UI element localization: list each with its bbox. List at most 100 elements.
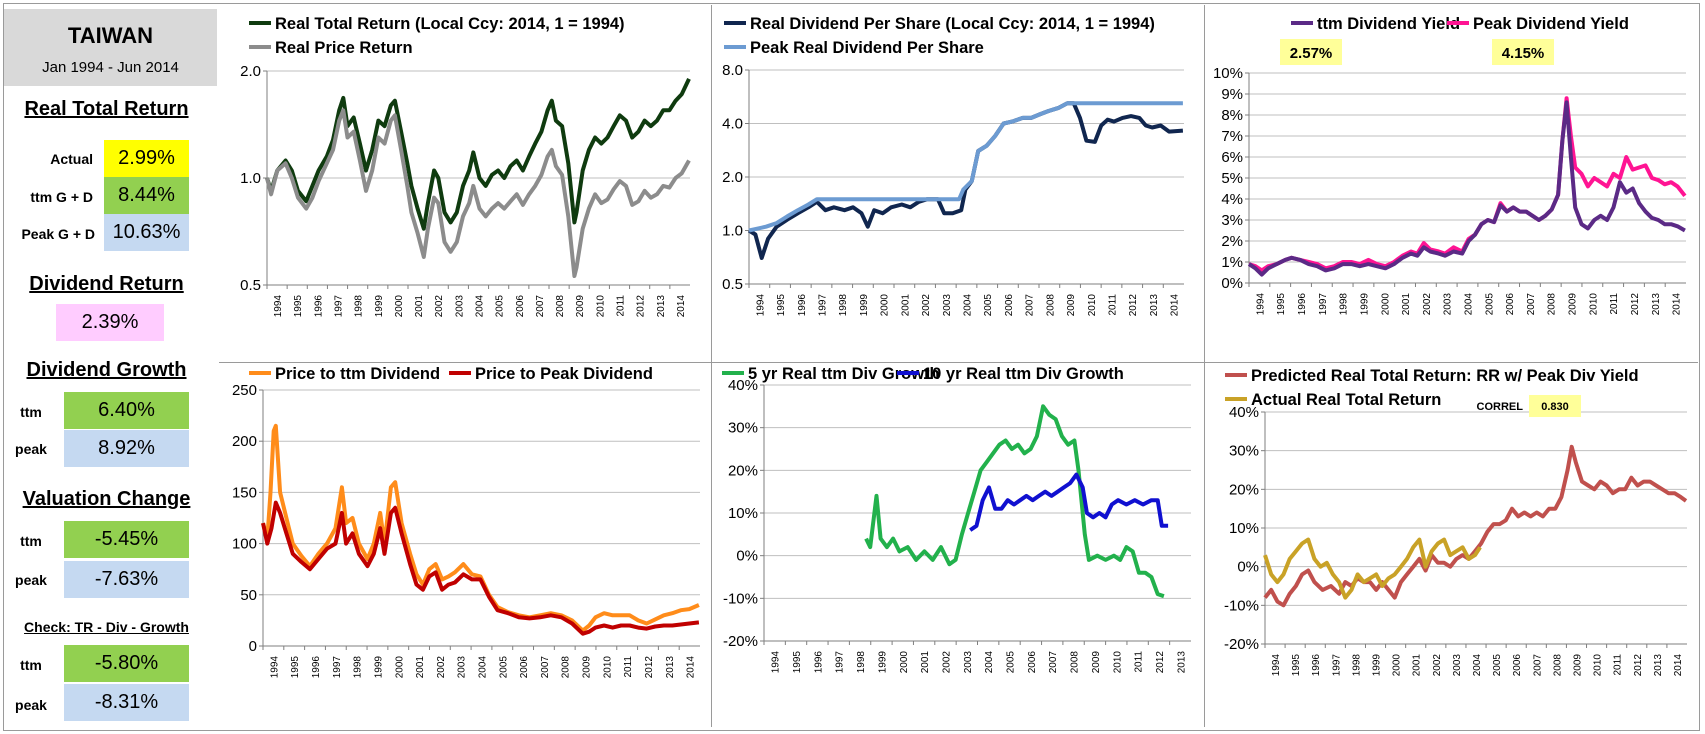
x-tick-label: 2007 (1532, 654, 1543, 677)
x-tick-label: 2002 (434, 295, 445, 318)
x-tick-label: 2001 (1401, 293, 1412, 316)
x-tick-label: 1994 (1255, 293, 1266, 316)
x-tick-label: 1997 (818, 294, 829, 317)
x-tick-label: 1999 (877, 651, 888, 674)
x-tick-label: 2009 (1091, 651, 1102, 674)
x-tick-label: 1999 (1372, 654, 1383, 677)
valuation-ttm-label: ttm (20, 533, 42, 549)
correl-value: 0.830 (1541, 401, 1569, 413)
y-tick-label: 20% (1229, 481, 1259, 498)
x-tick-label: 2004 (1472, 654, 1483, 677)
x-tick-label: 2005 (1006, 651, 1017, 674)
x-tick-label: 2005 (983, 294, 994, 317)
y-tick-label: -10% (723, 590, 758, 607)
x-tick-label: 1999 (1359, 293, 1370, 316)
div-growth-ttm-value: 6.40% (64, 392, 189, 429)
y-tick-label: 7% (1221, 128, 1243, 145)
callout-box (1492, 39, 1554, 65)
correl-box (1529, 395, 1581, 417)
x-tick-label: 1997 (1331, 654, 1342, 677)
x-tick-label: 2013 (1176, 651, 1187, 674)
x-tick-label: 1997 (835, 651, 846, 674)
y-tick-label: 8.0 (722, 62, 743, 79)
x-tick-label: 2007 (1048, 651, 1059, 674)
x-tick-label: 1997 (1318, 293, 1329, 316)
valuation-ttm-value: -5.45% (64, 521, 189, 558)
x-tick-label: 2003 (963, 651, 974, 674)
div-growth-peak-value: 8.92% (64, 430, 189, 467)
price-to-dividend-panel: 250 200 150 100 50 0 1994 1995 1996 1997 1998 1999 2… (219, 363, 712, 727)
x-tick-label: 2010 (602, 656, 613, 679)
y-tick-label: 20% (728, 462, 758, 479)
x-tick-label: 2009 (1572, 654, 1583, 677)
x-tick-label: 2009 (1568, 293, 1579, 316)
y-tick-label: -10% (1224, 597, 1259, 614)
peak-gd-value: 10.63% (104, 214, 189, 251)
x-tick-label: 2010 (1588, 293, 1599, 316)
predicted-return-chart: 40% 30% 20% 10% 0% -10% -20% 1994 1995 1996 1997 19… (1224, 367, 1688, 677)
series-line (747, 101, 1184, 260)
x-tick-label: 2001 (900, 294, 911, 317)
x-tick-label: 1996 (1297, 293, 1308, 316)
y-tick-label: 40% (1229, 404, 1259, 421)
x-tick-label: 2000 (394, 295, 405, 318)
chart-frame (3, 3, 1700, 731)
x-tick-label: 2008 (1552, 654, 1563, 677)
x-tick-label: 2012 (636, 295, 647, 318)
y-tick-label: 8% (1221, 107, 1243, 124)
dividend-yield-panel: 10% 9% 8% 7% 6% 5% 4% 3% 2% 1% 0% 1994 1995 1996 1997 1… (1205, 5, 1698, 363)
series-line (261, 500, 700, 636)
y-tick-label: 10% (728, 505, 758, 522)
legend-label: Real Price Return (275, 39, 413, 57)
x-tick-label: 1999 (374, 295, 385, 318)
x-tick-label: 2013 (1651, 293, 1662, 316)
x-tick-label: 2003 (454, 295, 465, 318)
y-tick-label: 2.0 (240, 63, 261, 80)
y-tick-label: 6% (1221, 149, 1243, 166)
x-tick-label: 2013 (656, 295, 667, 318)
x-tick-label: 2007 (1025, 294, 1036, 317)
y-tick-label: 30% (1229, 443, 1259, 460)
legend-label: Price to Peak Dividend (475, 365, 653, 383)
y-tick-label: 1.0 (722, 223, 743, 240)
x-tick-label: 1995 (293, 295, 304, 318)
x-tick-label: 1999 (373, 656, 384, 679)
x-tick-label: 2008 (555, 295, 566, 318)
series-line (265, 78, 691, 231)
callout-value: 2.57% (1290, 45, 1333, 62)
country-name: TAIWAN (67, 23, 154, 48)
x-tick-label: 1996 (1311, 654, 1322, 677)
x-tick-label: 2006 (1004, 294, 1015, 317)
x-tick-label: 2001 (414, 295, 425, 318)
x-tick-label: 2012 (644, 656, 655, 679)
series-line (1247, 100, 1686, 277)
y-tick-label: 30% (728, 420, 758, 437)
real-total-return-title: Real Total Return (24, 98, 189, 120)
callout-box (1280, 39, 1342, 65)
x-tick-label: 2000 (1380, 293, 1391, 316)
x-tick-label: 2014 (1672, 293, 1683, 316)
x-tick-label: 1995 (1276, 293, 1287, 316)
x-tick-label: 2003 (1443, 293, 1454, 316)
actual-value: 2.99% (104, 140, 189, 177)
x-tick-label: 2013 (665, 656, 676, 679)
x-tick-label: 2002 (1422, 293, 1433, 316)
x-tick-label: 2003 (457, 656, 468, 679)
legend-label: 10 yr Real ttm Div Growth (923, 365, 1124, 383)
legend-label: 5 yr Real ttm Div Growth (748, 365, 940, 383)
y-tick-label: 10% (1229, 520, 1259, 537)
series-line (969, 472, 1169, 532)
x-tick-label: 2004 (1464, 293, 1475, 316)
y-tick-label: 50 (240, 587, 257, 604)
dividend-per-share-chart: 8.0 4.0 2.0 1.0 0.5 1994 1995 1996 1997 1998 1999 2… (722, 15, 1184, 317)
x-tick-label: 2011 (623, 656, 634, 678)
x-tick-label: 2008 (1070, 651, 1081, 674)
dividend-per-share-panel: 8.0 4.0 2.0 1.0 0.5 1994 1995 1996 1997 1998 1999 2… (712, 5, 1205, 363)
callout-value: 4.15% (1502, 45, 1545, 62)
x-tick-label: 2010 (1112, 651, 1123, 674)
y-tick-label: 0% (1237, 559, 1259, 576)
x-tick-label: 1994 (771, 651, 782, 674)
x-tick-label: 2001 (920, 651, 931, 674)
y-tick-label: 150 (232, 484, 257, 501)
x-tick-label: 1996 (311, 656, 322, 679)
